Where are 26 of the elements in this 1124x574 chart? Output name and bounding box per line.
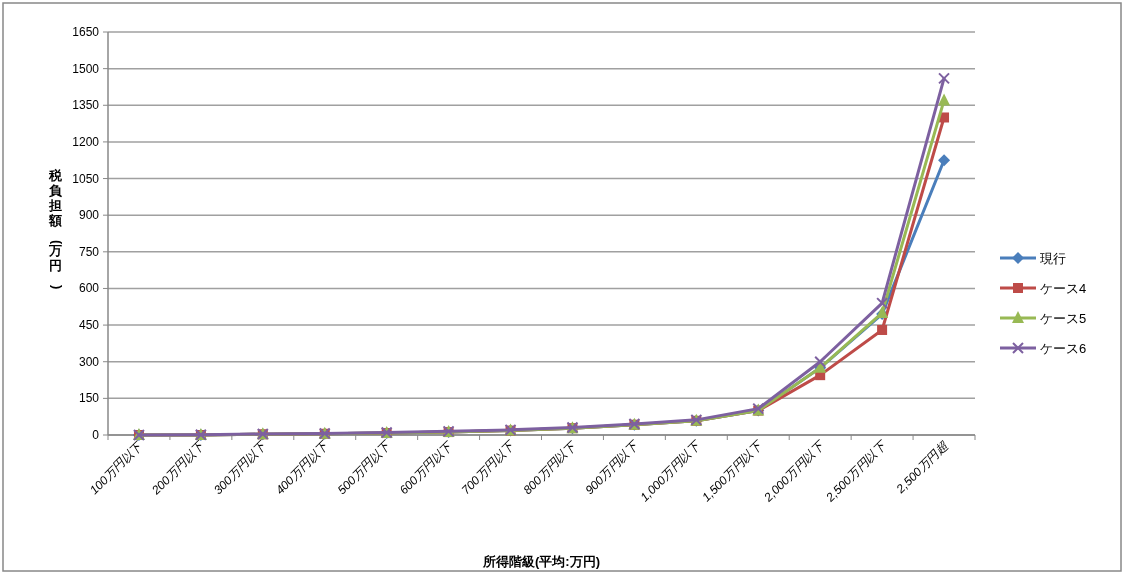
y-tick-label: 450 <box>78 318 100 333</box>
y-tick-label: 750 <box>78 244 100 259</box>
x-tick-label: 300万円以下 <box>210 437 271 498</box>
y-tick-label: 300 <box>78 354 100 369</box>
y-tick-label: 1050 <box>72 171 100 186</box>
y-tick-label: 1200 <box>72 134 100 149</box>
x-tick-label: 400万円以下 <box>272 437 333 498</box>
x-tick-label: 900万円以下 <box>582 437 642 498</box>
x-tick-label: 700万円以下 <box>458 437 519 498</box>
x-axis-title: 所得階級(平均:万円) <box>482 554 600 569</box>
y-tick-label: 600 <box>78 281 100 296</box>
legend-label: ケース5 <box>1040 311 1087 326</box>
x-tick-label: 200万円以下 <box>148 437 209 498</box>
x-tick-label: 800万円以下 <box>520 437 580 498</box>
y-tick-label: 1500 <box>72 61 100 76</box>
y-tick-label: 900 <box>78 208 100 223</box>
y-axis-title: 税負担額(万円) <box>47 168 65 290</box>
y-tick-label: 150 <box>78 391 100 406</box>
y-tick-label: 0 <box>92 428 100 442</box>
y-tick-label: 1350 <box>72 98 100 113</box>
legend-label: ケース4 <box>1040 281 1087 296</box>
x-tick-label: 600万円以下 <box>396 437 457 498</box>
legend-label: ケース6 <box>1040 341 1087 356</box>
y-tick-label: 1650 <box>72 25 100 39</box>
legend-label: 現行 <box>1040 251 1066 266</box>
x-tick-label: 500万円以下 <box>334 437 395 498</box>
